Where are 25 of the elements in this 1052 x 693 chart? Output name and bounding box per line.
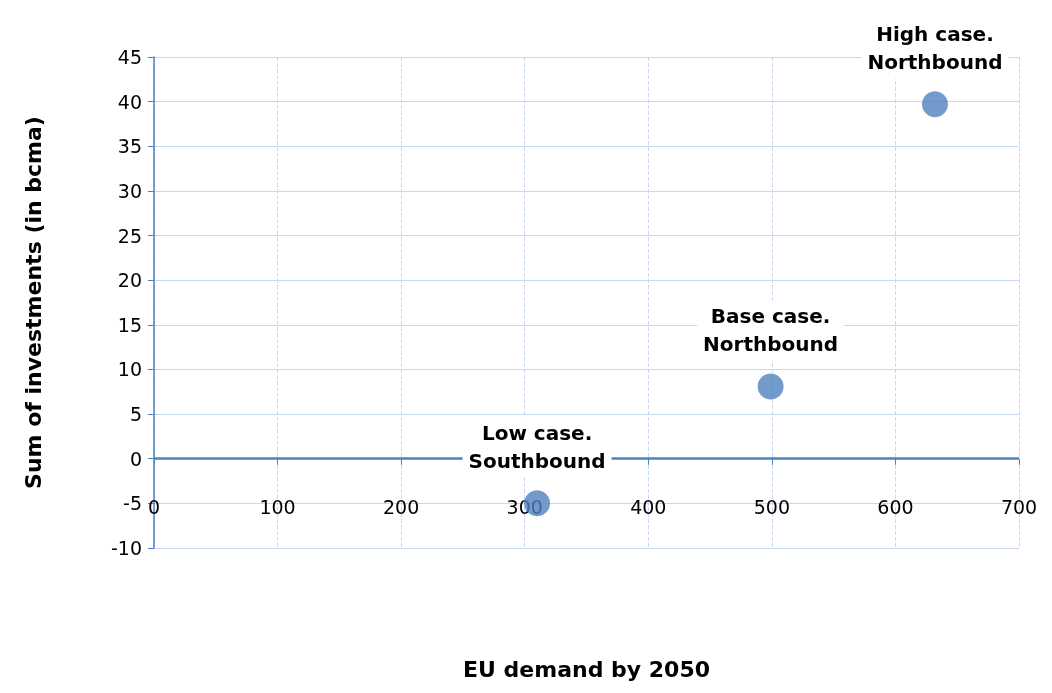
x-tick-label: 100 bbox=[259, 495, 296, 518]
y-axis-title: Sum of investments (in bcma) bbox=[20, 116, 46, 489]
y-tick-label: 40 bbox=[117, 90, 142, 113]
y-tick-label: 20 bbox=[117, 269, 142, 292]
y-tick-label: 45 bbox=[117, 46, 142, 68]
y-tick-label: 10 bbox=[117, 358, 142, 381]
x-tick-label: 200 bbox=[383, 495, 420, 518]
x-tick-label: 400 bbox=[630, 495, 667, 518]
y-tick-label: -10 bbox=[110, 537, 142, 559]
x-axis-title: EU demand by 2050 bbox=[462, 656, 711, 682]
annotation: High case. Northbound bbox=[867, 22, 1003, 75]
x-tick-label: 700 bbox=[1000, 495, 1038, 518]
point bbox=[922, 91, 948, 118]
annotation: Base case. Northbound bbox=[703, 304, 839, 357]
y-tick-label: 30 bbox=[117, 179, 142, 202]
y-tick-label: 5 bbox=[129, 403, 142, 426]
x-tick-label: 600 bbox=[877, 495, 914, 518]
y-tick-label: 35 bbox=[117, 135, 142, 158]
y-tick-label: -5 bbox=[123, 492, 142, 515]
x-tick-label: 500 bbox=[753, 495, 790, 518]
annotation: Low case. Southbound bbox=[468, 421, 606, 474]
y-tick-label: 25 bbox=[117, 224, 142, 247]
y-tick-label: 0 bbox=[129, 447, 142, 470]
point bbox=[757, 373, 784, 400]
y-tick-label: 15 bbox=[117, 313, 142, 336]
